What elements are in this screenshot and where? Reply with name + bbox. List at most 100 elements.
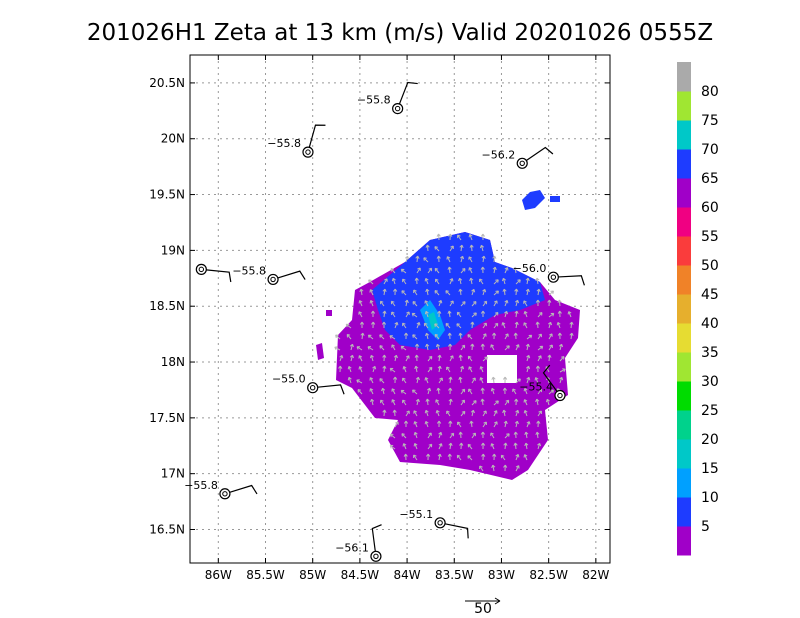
swath-vector [424,420,429,428]
swath-vector [482,410,487,417]
observation-marker [195,263,207,275]
swath-vector [400,389,407,395]
swath-vector [379,378,385,384]
swath-vector [457,234,462,241]
swath-vector [491,464,496,472]
swath-vector [424,277,429,285]
swath-vector [470,321,475,329]
swath-vector [470,409,475,417]
swath-vector [471,301,477,307]
swath-vector [471,377,476,384]
observation-marker-inner [373,553,379,560]
swath-vector [403,420,409,427]
colorbar-segment [677,497,691,527]
colorbar-label: 25 [701,403,719,419]
swath-vector [380,399,385,406]
observation: −56.0 [513,262,585,286]
swath-vector [468,366,473,373]
swath-vector [413,454,418,461]
swath-vector [435,409,440,417]
swath-vector [434,323,440,329]
vector-reference: 50 [465,597,501,617]
swath-vector [468,267,473,274]
swath-vector [403,453,408,461]
swath-vector [557,299,562,307]
swath-vector [402,322,407,329]
observation: −55.8 [184,479,258,500]
y-tick-label: 20.5N [149,76,185,90]
swath-vector [523,454,528,461]
vector-reference-label: 50 [474,601,492,617]
swath-vector [480,266,485,274]
colorbar-label: 50 [701,258,719,274]
observation-marker [219,488,231,500]
swath-vector [400,268,407,274]
swath-vector [368,279,374,285]
swath-vector [393,354,398,362]
observation: −55.8 [232,264,306,286]
swath-vector [460,344,466,351]
swath-vector [359,321,365,328]
wind-barb [229,484,258,495]
swath-vector [456,454,462,461]
swath-vector [400,345,407,351]
swath-vector [513,442,518,450]
swath-vector [370,310,376,317]
swath-vector [413,289,418,296]
swath-vector [447,453,452,461]
swath-gap [487,355,517,383]
swath-vector [513,431,518,439]
swath-vector [367,334,374,340]
swath-vector [402,278,407,285]
x-tick-label: 82W [582,568,609,582]
swath-vector [482,300,488,307]
swath-vector [504,433,510,439]
swath-vector [405,311,410,318]
wind-barb [371,524,382,552]
colorbar-segment [677,410,691,440]
observation-marker-inner [394,105,401,112]
swath-vector [448,398,453,406]
swath-vector [467,355,473,362]
swath-vector [438,431,443,439]
observation: −55.8 [267,124,326,158]
swath-vector [390,300,396,307]
swath-vector [437,365,442,373]
observation-label: −56.0 [513,262,547,275]
swath-vector [471,432,476,439]
colorbar-label: 35 [701,345,719,361]
swath-region-blue [372,232,545,350]
swath-vector [379,345,385,351]
swath-vector [424,310,429,318]
observation: −56.2 [482,146,554,169]
swath-vector [456,323,462,329]
swath-vector [458,431,463,439]
colorbar-label: 70 [701,142,719,158]
colorbar-segment [677,207,691,237]
swath-vector [460,365,465,373]
observation [195,263,232,283]
swath-vector [427,443,433,450]
swath-vector [448,420,453,428]
swath-vector [567,311,572,318]
swath-vector [446,366,451,373]
swath-vector [493,322,499,329]
swath-vector [481,453,486,461]
swath-vector [402,377,407,384]
chart-title: 201026H1 Zeta at 13 km (m/s) Valid 20201… [87,20,713,46]
swath-vector [479,278,484,285]
swath-fragment-ne [522,190,545,210]
observation-marker-inner [222,491,228,497]
swath-vector [547,299,552,307]
swath-vector [480,442,486,450]
swath-vector [493,400,499,406]
swath-vector [412,389,418,395]
y-tick-label: 19.5N [149,188,185,202]
y-tick-label: 16.5N [149,523,185,537]
swath-vector [482,356,488,362]
colorbar-segment [677,178,691,208]
swath-vector [503,464,508,472]
swath-vector [467,455,473,461]
swath-vector [548,290,554,296]
swath-vector [513,332,518,340]
